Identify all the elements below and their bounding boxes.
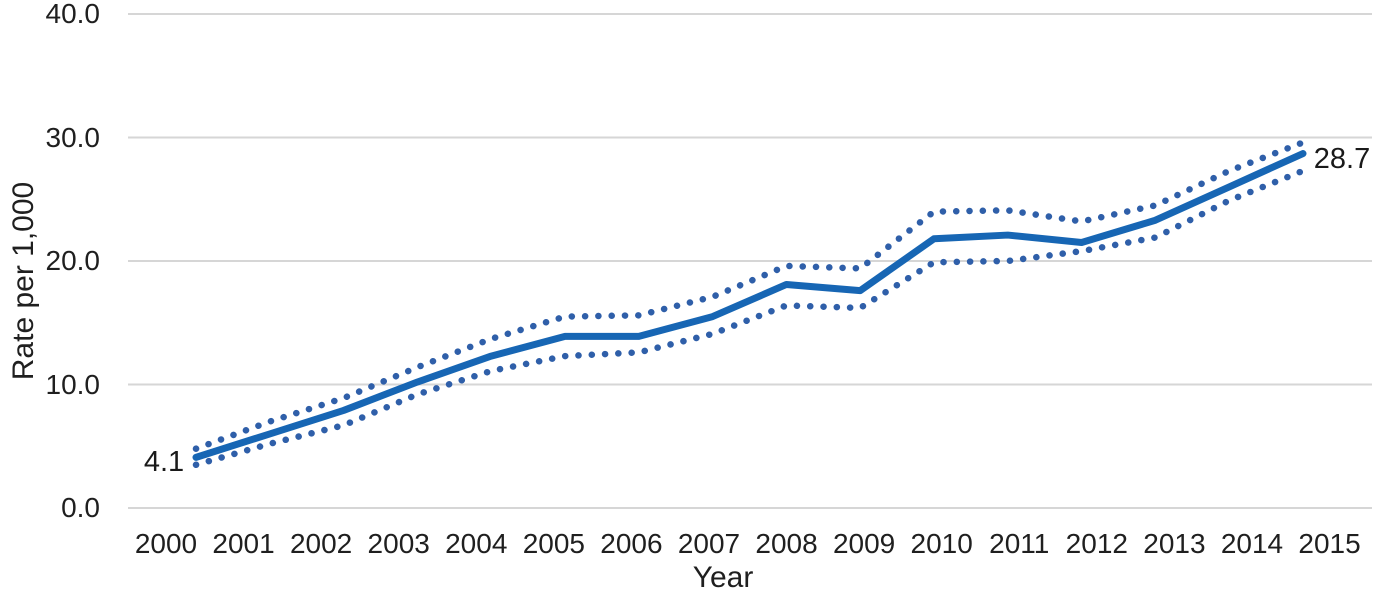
x-tick-label: 2002 [289,528,353,559]
y-axis-title: Rate per 1,000 [7,181,40,381]
first-point-data-label: 4.1 [143,446,185,479]
x-tick-label: 2008 [755,528,818,559]
y-tick-label: 30.0 [45,121,101,153]
x-tick-label: 2012 [1065,528,1128,559]
x-tick-label: 2014 [1220,528,1284,559]
last-point-data-label: 28.7 [1307,141,1377,176]
rate-line [192,150,1307,461]
x-tick-label: 2005 [522,528,585,559]
x-tick-label: 2007 [677,528,741,559]
y-tick-label: 10.0 [45,368,101,400]
y-tick-label: 0.0 [61,492,100,523]
x-tick-label: 2013 [1143,528,1206,559]
x-tick-label: 2015 [1298,528,1361,559]
upper-confidence-band-line [192,139,1307,452]
x-tick-label: 2001 [212,528,275,559]
x-tick-label: 2003 [367,528,430,559]
y-tick-label: 20.0 [45,245,101,276]
y-tick-label: 40.0 [45,0,101,29]
x-tick-label: 2004 [445,528,508,559]
lower-confidence-band-line [192,167,1307,469]
x-axis-title: Year [692,561,754,594]
x-tick-label: 2000 [134,528,198,559]
x-tick-label: 2009 [832,528,896,559]
x-tick-label: 2010 [910,528,973,559]
x-tick-label: 2006 [600,528,663,559]
x-tick-label: 2011 [989,528,1050,559]
